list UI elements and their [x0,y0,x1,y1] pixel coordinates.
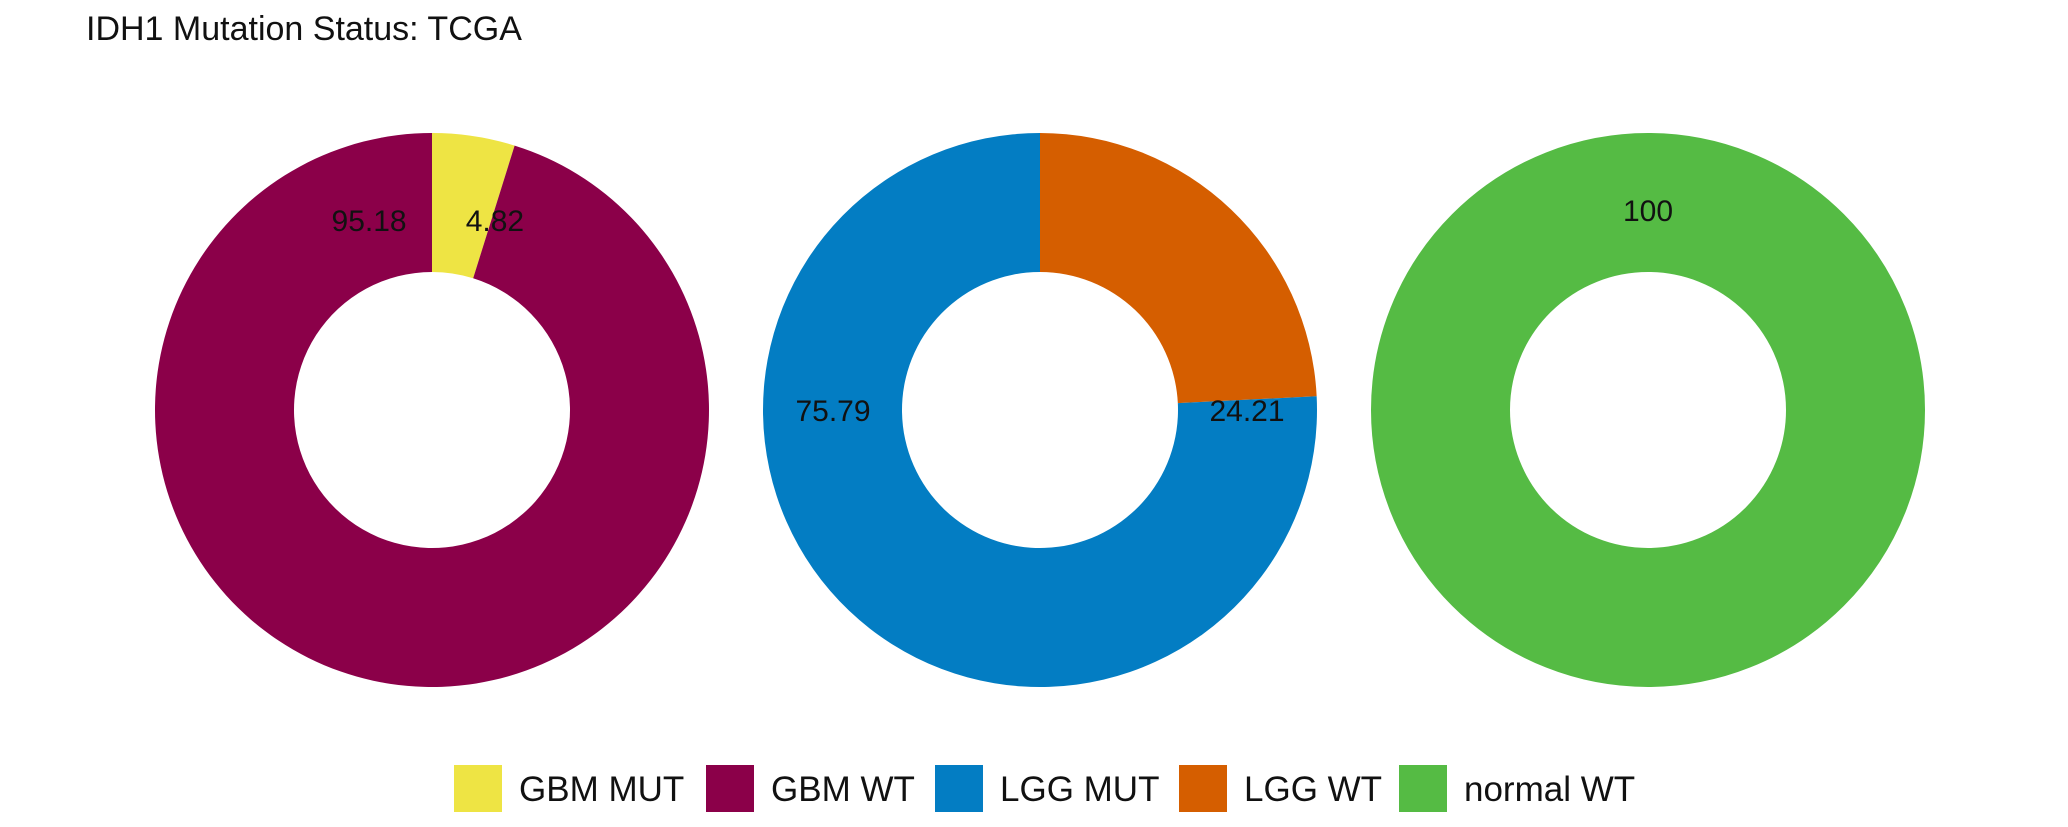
donut-slice-lgg-mut [763,133,1317,687]
legend: GBM MUT GBM WT LGG MUT LGG WT normal WT [454,765,1635,812]
chart-title: IDH1 Mutation Status: TCGA [86,10,522,48]
donut-charts [154,133,1925,688]
legend-item-gbm-mut: GBM MUT [454,765,684,812]
legend-item-lgg-mut: LGG MUT [935,765,1159,812]
slice-label-gbm-wt: 95.18 [332,205,407,238]
donut-slice-normal-wt [1371,133,1925,687]
slice-labels: 4.82 95.18 24.21 75.79 100 [332,195,1673,428]
legend-swatch [935,765,983,812]
legend-item-gbm-wt: GBM WT [706,765,915,812]
slice-label-normal-wt: 100 [1623,195,1673,228]
legend-swatch [706,765,754,812]
slice-label-gbm-mut: 4.82 [466,205,524,238]
legend-label: LGG MUT [1000,770,1159,809]
legend-label: GBM WT [771,770,915,809]
legend-item-lgg-wt: LGG WT [1179,765,1382,812]
legend-label: normal WT [1464,770,1635,809]
legend-swatch [454,765,502,812]
donut-slice-lgg-wt [1040,133,1317,404]
slice-label-lgg-wt: 24.21 [1209,395,1284,428]
legend-swatch [1399,765,1447,812]
legend-swatch [1179,765,1227,812]
slice-label-lgg-mut: 75.79 [795,395,870,428]
legend-label: GBM MUT [519,770,684,809]
legend-label: LGG WT [1244,770,1382,809]
donut-slice-gbm-mut [432,133,515,279]
donut-slice-gbm-wt [154,133,709,688]
legend-item-normal-wt: normal WT [1399,765,1635,812]
